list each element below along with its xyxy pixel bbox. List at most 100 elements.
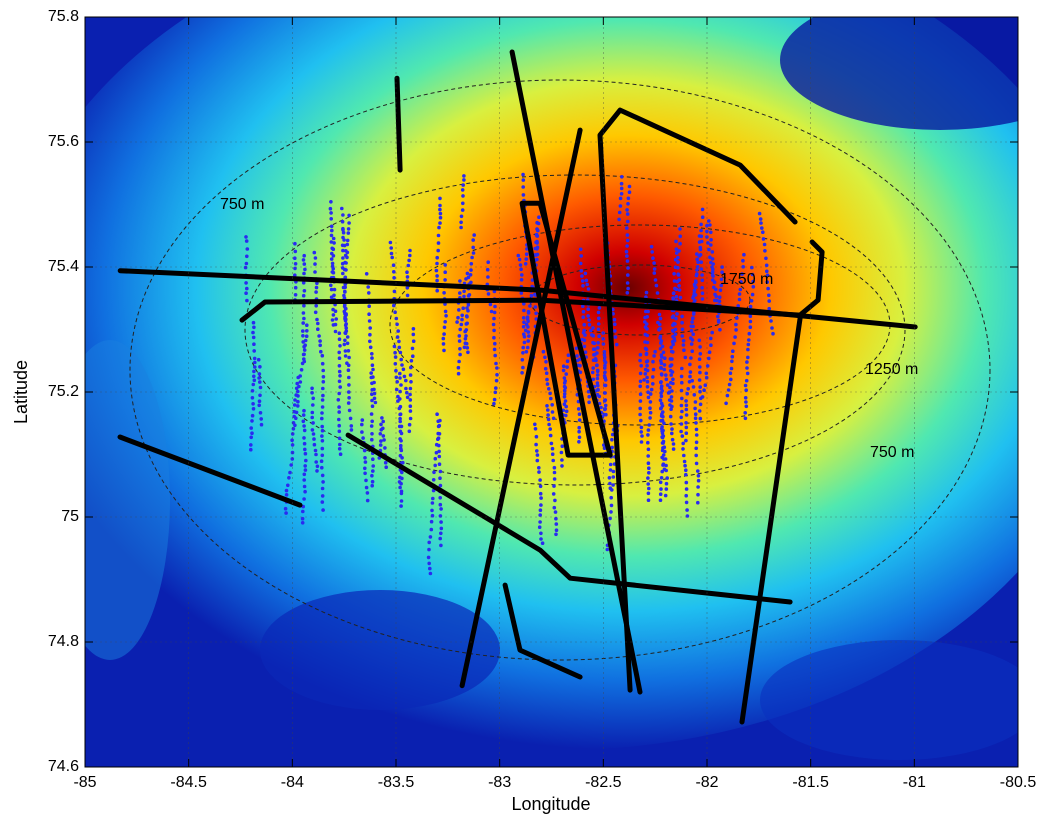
feature-dot — [581, 315, 585, 319]
feature-dot — [464, 277, 468, 281]
feature-dot — [365, 272, 369, 276]
feature-dot — [681, 334, 685, 338]
feature-dot — [311, 428, 315, 432]
feature-dot — [321, 394, 325, 398]
feature-dot — [675, 247, 679, 251]
feature-dot — [470, 256, 474, 260]
feature-dot — [581, 279, 585, 283]
feature-dot — [694, 293, 698, 297]
feature-dot — [471, 238, 475, 242]
feature-dot — [302, 272, 306, 276]
feature-dot — [301, 329, 305, 333]
feature-dot — [338, 337, 342, 341]
feature-dot — [653, 267, 657, 271]
feature-dot — [696, 469, 700, 473]
feature-dot — [443, 320, 447, 324]
feature-dot — [338, 437, 342, 441]
feature-dot — [693, 407, 697, 411]
feature-dot — [332, 271, 336, 275]
feature-dot — [363, 472, 367, 476]
feature-dot — [245, 239, 249, 243]
feature-dot — [673, 287, 677, 291]
feature-dot — [603, 376, 607, 380]
feature-dot — [535, 449, 539, 453]
feature-dot — [314, 449, 318, 453]
feature-dot — [460, 215, 464, 219]
feature-dot — [686, 387, 690, 391]
feature-dot — [332, 313, 336, 317]
feature-dot — [644, 325, 648, 329]
feature-dot — [672, 442, 676, 446]
y-tick-label: 75.4 — [48, 258, 79, 275]
feature-dot — [338, 443, 342, 447]
feature-dot — [685, 487, 689, 491]
feature-dot — [467, 303, 471, 307]
feature-dot — [718, 328, 722, 332]
feature-dot — [337, 410, 341, 414]
feature-dot — [314, 311, 318, 315]
feature-dot — [438, 476, 442, 480]
feature-dot — [392, 304, 396, 308]
feature-dot — [284, 507, 288, 511]
feature-dot — [642, 378, 646, 382]
feature-dot — [405, 391, 409, 395]
feature-dot — [545, 371, 549, 375]
feature-dot — [647, 396, 651, 400]
feature-dot — [625, 208, 629, 212]
feature-dot — [296, 404, 300, 408]
feature-dot — [749, 325, 753, 329]
feature-dot — [585, 283, 589, 287]
feature-dot — [578, 436, 582, 440]
feature-dot — [312, 437, 316, 441]
feature-dot — [603, 370, 607, 374]
feature-dot — [610, 504, 614, 508]
feature-dot — [709, 231, 713, 235]
feature-dot — [555, 522, 559, 526]
feature-dot — [321, 447, 325, 451]
feature-dot — [319, 350, 323, 354]
feature-dot — [253, 365, 257, 369]
x-tick-label: -82.5 — [585, 774, 622, 791]
feature-dot — [679, 430, 683, 434]
feature-dot — [303, 348, 307, 352]
feature-dot — [549, 434, 553, 438]
feature-dot — [745, 405, 749, 409]
feature-dot — [303, 485, 307, 489]
feature-dot — [251, 396, 255, 400]
feature-dot — [258, 399, 262, 403]
feature-dot — [330, 234, 334, 238]
feature-dot — [662, 453, 666, 457]
feature-dot — [645, 352, 649, 356]
feature-dot — [260, 423, 264, 427]
feature-dot — [578, 412, 582, 416]
feature-dot — [311, 411, 315, 415]
feature-dot — [551, 452, 555, 456]
feature-dot — [653, 350, 657, 354]
feature-dot — [321, 500, 325, 504]
feature-dot — [547, 423, 551, 427]
feature-dot — [302, 478, 306, 482]
feature-dot — [245, 254, 249, 258]
feature-dot — [321, 429, 325, 433]
feature-dot — [695, 274, 699, 278]
feature-dot — [646, 454, 650, 458]
feature-dot — [341, 256, 345, 260]
feature-dot — [591, 326, 595, 330]
flight-track — [397, 78, 400, 170]
feature-dot — [344, 307, 348, 311]
feature-dot — [685, 431, 689, 435]
feature-dot — [597, 334, 601, 338]
feature-dot — [338, 385, 342, 389]
feature-dot — [492, 402, 496, 406]
feature-dot — [763, 249, 767, 253]
feature-dot — [435, 451, 439, 455]
feature-dot — [742, 253, 746, 257]
feature-dot — [625, 226, 629, 230]
feature-dot — [373, 392, 377, 396]
feature-dot — [579, 248, 583, 252]
feature-dot — [656, 291, 660, 295]
feature-dot — [322, 380, 326, 384]
feature-dot — [587, 395, 591, 399]
feature-dot — [694, 416, 698, 420]
feature-dot — [302, 311, 306, 315]
